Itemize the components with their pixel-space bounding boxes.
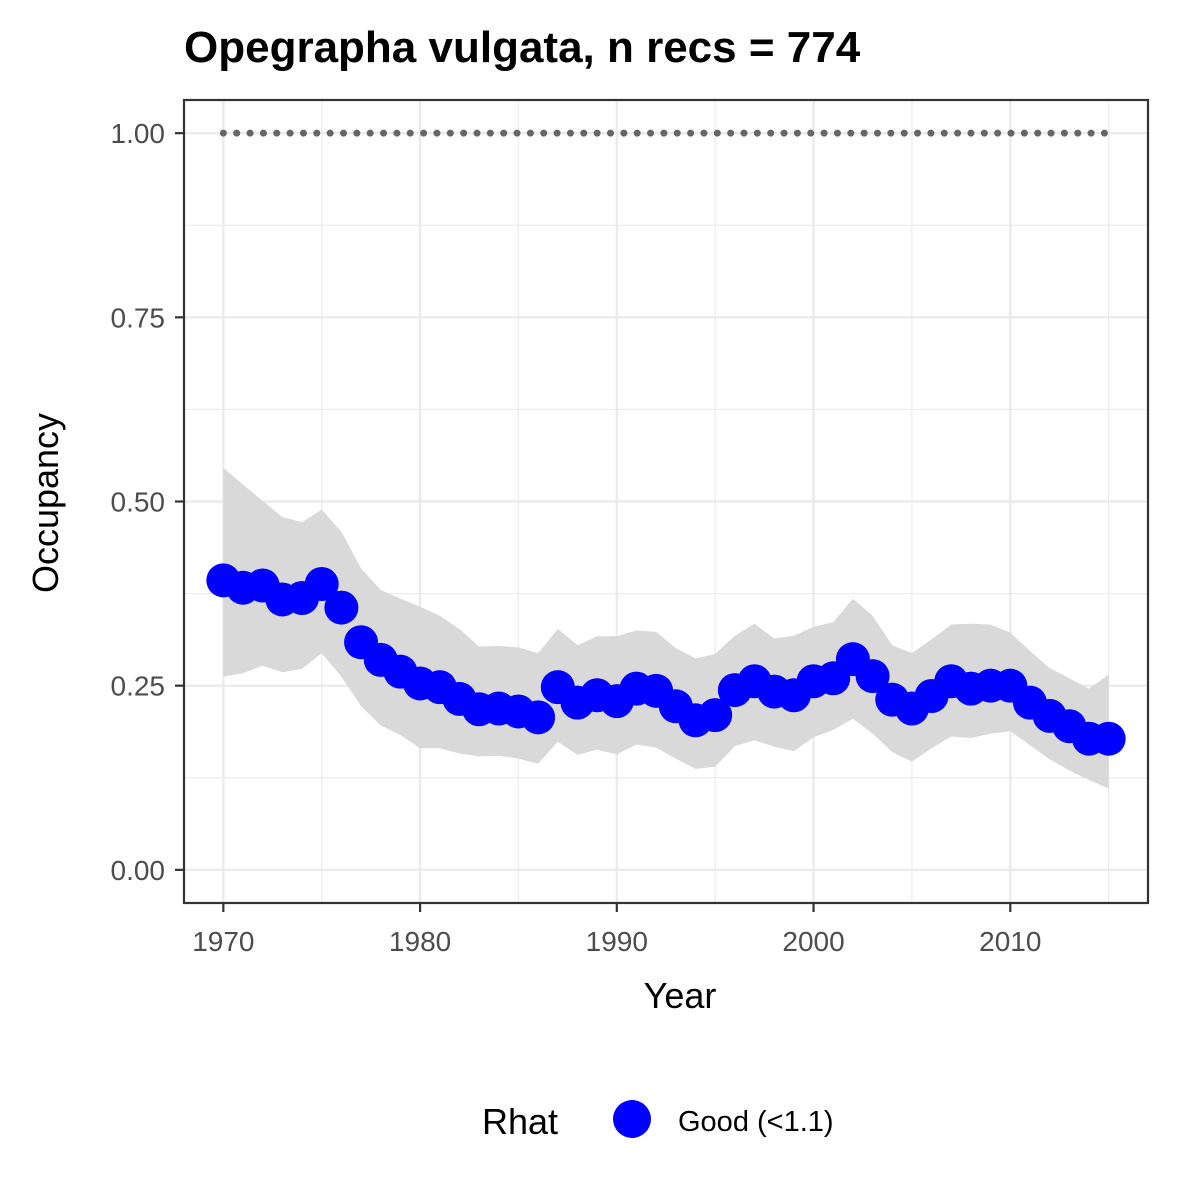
data-point bbox=[521, 700, 556, 735]
data-point bbox=[1091, 721, 1126, 756]
data-point bbox=[855, 659, 890, 694]
y-tick-label: 0.75 bbox=[111, 302, 166, 333]
data-point bbox=[324, 590, 359, 625]
y-tick-label: 0.25 bbox=[111, 671, 166, 702]
y-tick-label: 1.00 bbox=[111, 118, 166, 149]
legend: Rhat Good (<1.1) bbox=[482, 1100, 834, 1142]
legend-title: Rhat bbox=[482, 1101, 558, 1142]
data-points bbox=[206, 563, 1126, 756]
data-point bbox=[698, 698, 733, 733]
legend-label-good: Good (<1.1) bbox=[678, 1106, 834, 1138]
x-tick-label: 1990 bbox=[586, 926, 648, 957]
x-tick-label: 2000 bbox=[782, 926, 844, 957]
x-axis: 1970 1980 1990 2000 2010 bbox=[192, 903, 1041, 957]
x-tick-label: 2010 bbox=[979, 926, 1041, 957]
y-tick-label: 0.00 bbox=[111, 855, 166, 886]
legend-key-good bbox=[613, 1100, 651, 1138]
y-axis-title: Occupancy bbox=[25, 413, 66, 593]
x-tick-label: 1980 bbox=[389, 926, 451, 957]
chart-title: Opegrapha vulgata, n recs = 774 bbox=[184, 23, 861, 72]
x-axis-title: Year bbox=[644, 975, 717, 1016]
y-axis: 0.00 0.25 0.50 0.75 1.00 bbox=[111, 118, 184, 886]
x-tick-label: 1970 bbox=[192, 926, 254, 957]
data-point bbox=[304, 567, 339, 602]
y-tick-label: 0.50 bbox=[111, 487, 166, 518]
